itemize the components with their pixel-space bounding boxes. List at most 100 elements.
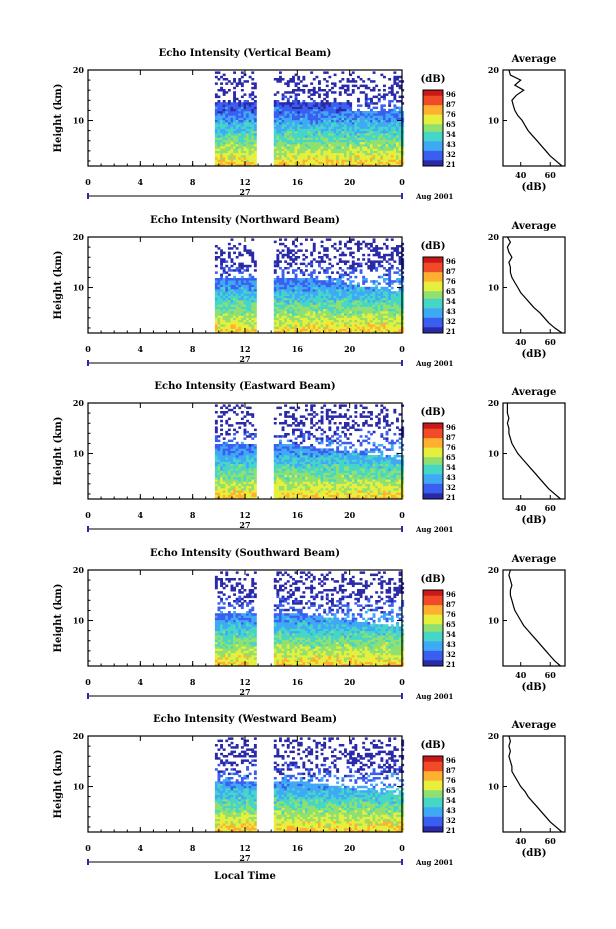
heat-cell <box>320 308 324 312</box>
heat-cell <box>253 155 257 158</box>
heat-cell <box>281 113 285 116</box>
colorbar-band <box>423 296 443 300</box>
heat-cell <box>372 89 376 92</box>
heat-cell <box>383 97 386 101</box>
colorbar-band <box>423 112 443 116</box>
heat-cell <box>398 115 402 118</box>
heat-cell <box>320 317 324 321</box>
heat-cell <box>323 146 327 149</box>
heat-cell <box>370 148 373 151</box>
heat-cell <box>351 328 355 332</box>
heat-cell <box>230 446 234 449</box>
heat-cell <box>398 291 402 294</box>
heat-cell <box>276 146 280 149</box>
heat-cell <box>357 317 360 321</box>
heat-cell <box>333 128 337 132</box>
heat-cell <box>284 238 288 241</box>
heat-cell <box>235 315 239 318</box>
colorbar-band <box>423 129 443 133</box>
heat-cell <box>214 492 218 495</box>
heat-cell <box>372 119 376 123</box>
heat-cell <box>276 492 280 495</box>
heat-cell <box>240 293 244 296</box>
heat-cell <box>388 163 392 167</box>
heat-cell <box>383 104 386 107</box>
heat-cell <box>393 322 397 325</box>
heat-cell <box>401 159 405 162</box>
heat-cell <box>227 450 231 454</box>
heat-cell <box>370 311 373 314</box>
heat-cell <box>305 141 308 145</box>
colorbar-unit: (dB) <box>421 74 446 85</box>
heat-cell <box>388 86 392 90</box>
heat-cell <box>289 148 293 151</box>
heat-cell <box>294 238 298 241</box>
heat-cell <box>328 304 332 307</box>
heat-cell <box>238 306 242 310</box>
heat-cell <box>279 139 282 143</box>
heat-cell <box>214 477 218 480</box>
heat-cell <box>289 152 293 156</box>
heat-cell <box>284 144 288 147</box>
heat-cell <box>279 463 282 467</box>
heat-cell <box>235 496 239 500</box>
heat-cell <box>354 295 358 299</box>
heat-cell <box>273 78 277 81</box>
heat-cell <box>281 450 285 454</box>
heat-cell <box>220 115 223 118</box>
heat-cell <box>253 311 257 314</box>
heat-cell <box>357 161 360 165</box>
heat-cell <box>333 304 337 307</box>
heat-cell <box>312 93 316 96</box>
heat-cell <box>354 84 358 88</box>
heat-cell <box>393 304 397 307</box>
heat-cell <box>289 324 293 327</box>
heat-cell <box>338 247 342 250</box>
heat-cell <box>238 293 242 296</box>
heat-cell <box>281 330 285 334</box>
heat-cell <box>362 330 366 334</box>
heat-cell <box>359 163 363 167</box>
heat-cell <box>292 139 295 143</box>
heat-cell <box>238 313 242 316</box>
heat-cell <box>240 496 244 500</box>
heat-cell <box>276 435 280 438</box>
heat-cell <box>328 284 332 288</box>
heat-cell <box>323 130 327 134</box>
heat-cell <box>299 313 303 316</box>
heat-cell <box>297 293 301 296</box>
heat-cell <box>401 284 405 288</box>
heat-cell <box>331 104 334 107</box>
heat-cell <box>372 71 376 74</box>
heat-cell <box>390 286 394 290</box>
heat-cell <box>246 148 249 151</box>
heat-cell <box>289 155 293 158</box>
heat-cell <box>396 155 399 158</box>
heat-cell <box>333 144 337 147</box>
heat-cell <box>299 152 303 156</box>
heat-cell <box>401 163 405 167</box>
heat-cell <box>214 466 218 469</box>
heat-cell <box>235 139 239 143</box>
heat-cell <box>227 433 231 436</box>
heat-cell <box>310 135 314 138</box>
heat-cell <box>312 282 316 285</box>
heat-cell <box>240 111 244 114</box>
heat-cell <box>248 300 252 303</box>
heat-cell <box>225 328 229 332</box>
heat-cell <box>398 135 402 138</box>
heat-cell <box>297 93 301 96</box>
heat-cell <box>273 262 277 266</box>
heat-cell <box>248 139 252 143</box>
heat-cell <box>284 319 288 323</box>
heat-cell <box>286 84 290 88</box>
heat-cell <box>305 111 308 114</box>
heat-cell <box>217 455 221 458</box>
heat-cell <box>370 135 373 138</box>
heat-cell <box>276 150 280 154</box>
heat-cell <box>328 286 332 290</box>
heat-cell <box>289 144 293 147</box>
heat-cell <box>222 300 226 303</box>
heat-cell <box>302 322 306 325</box>
heat-cell <box>233 148 236 151</box>
